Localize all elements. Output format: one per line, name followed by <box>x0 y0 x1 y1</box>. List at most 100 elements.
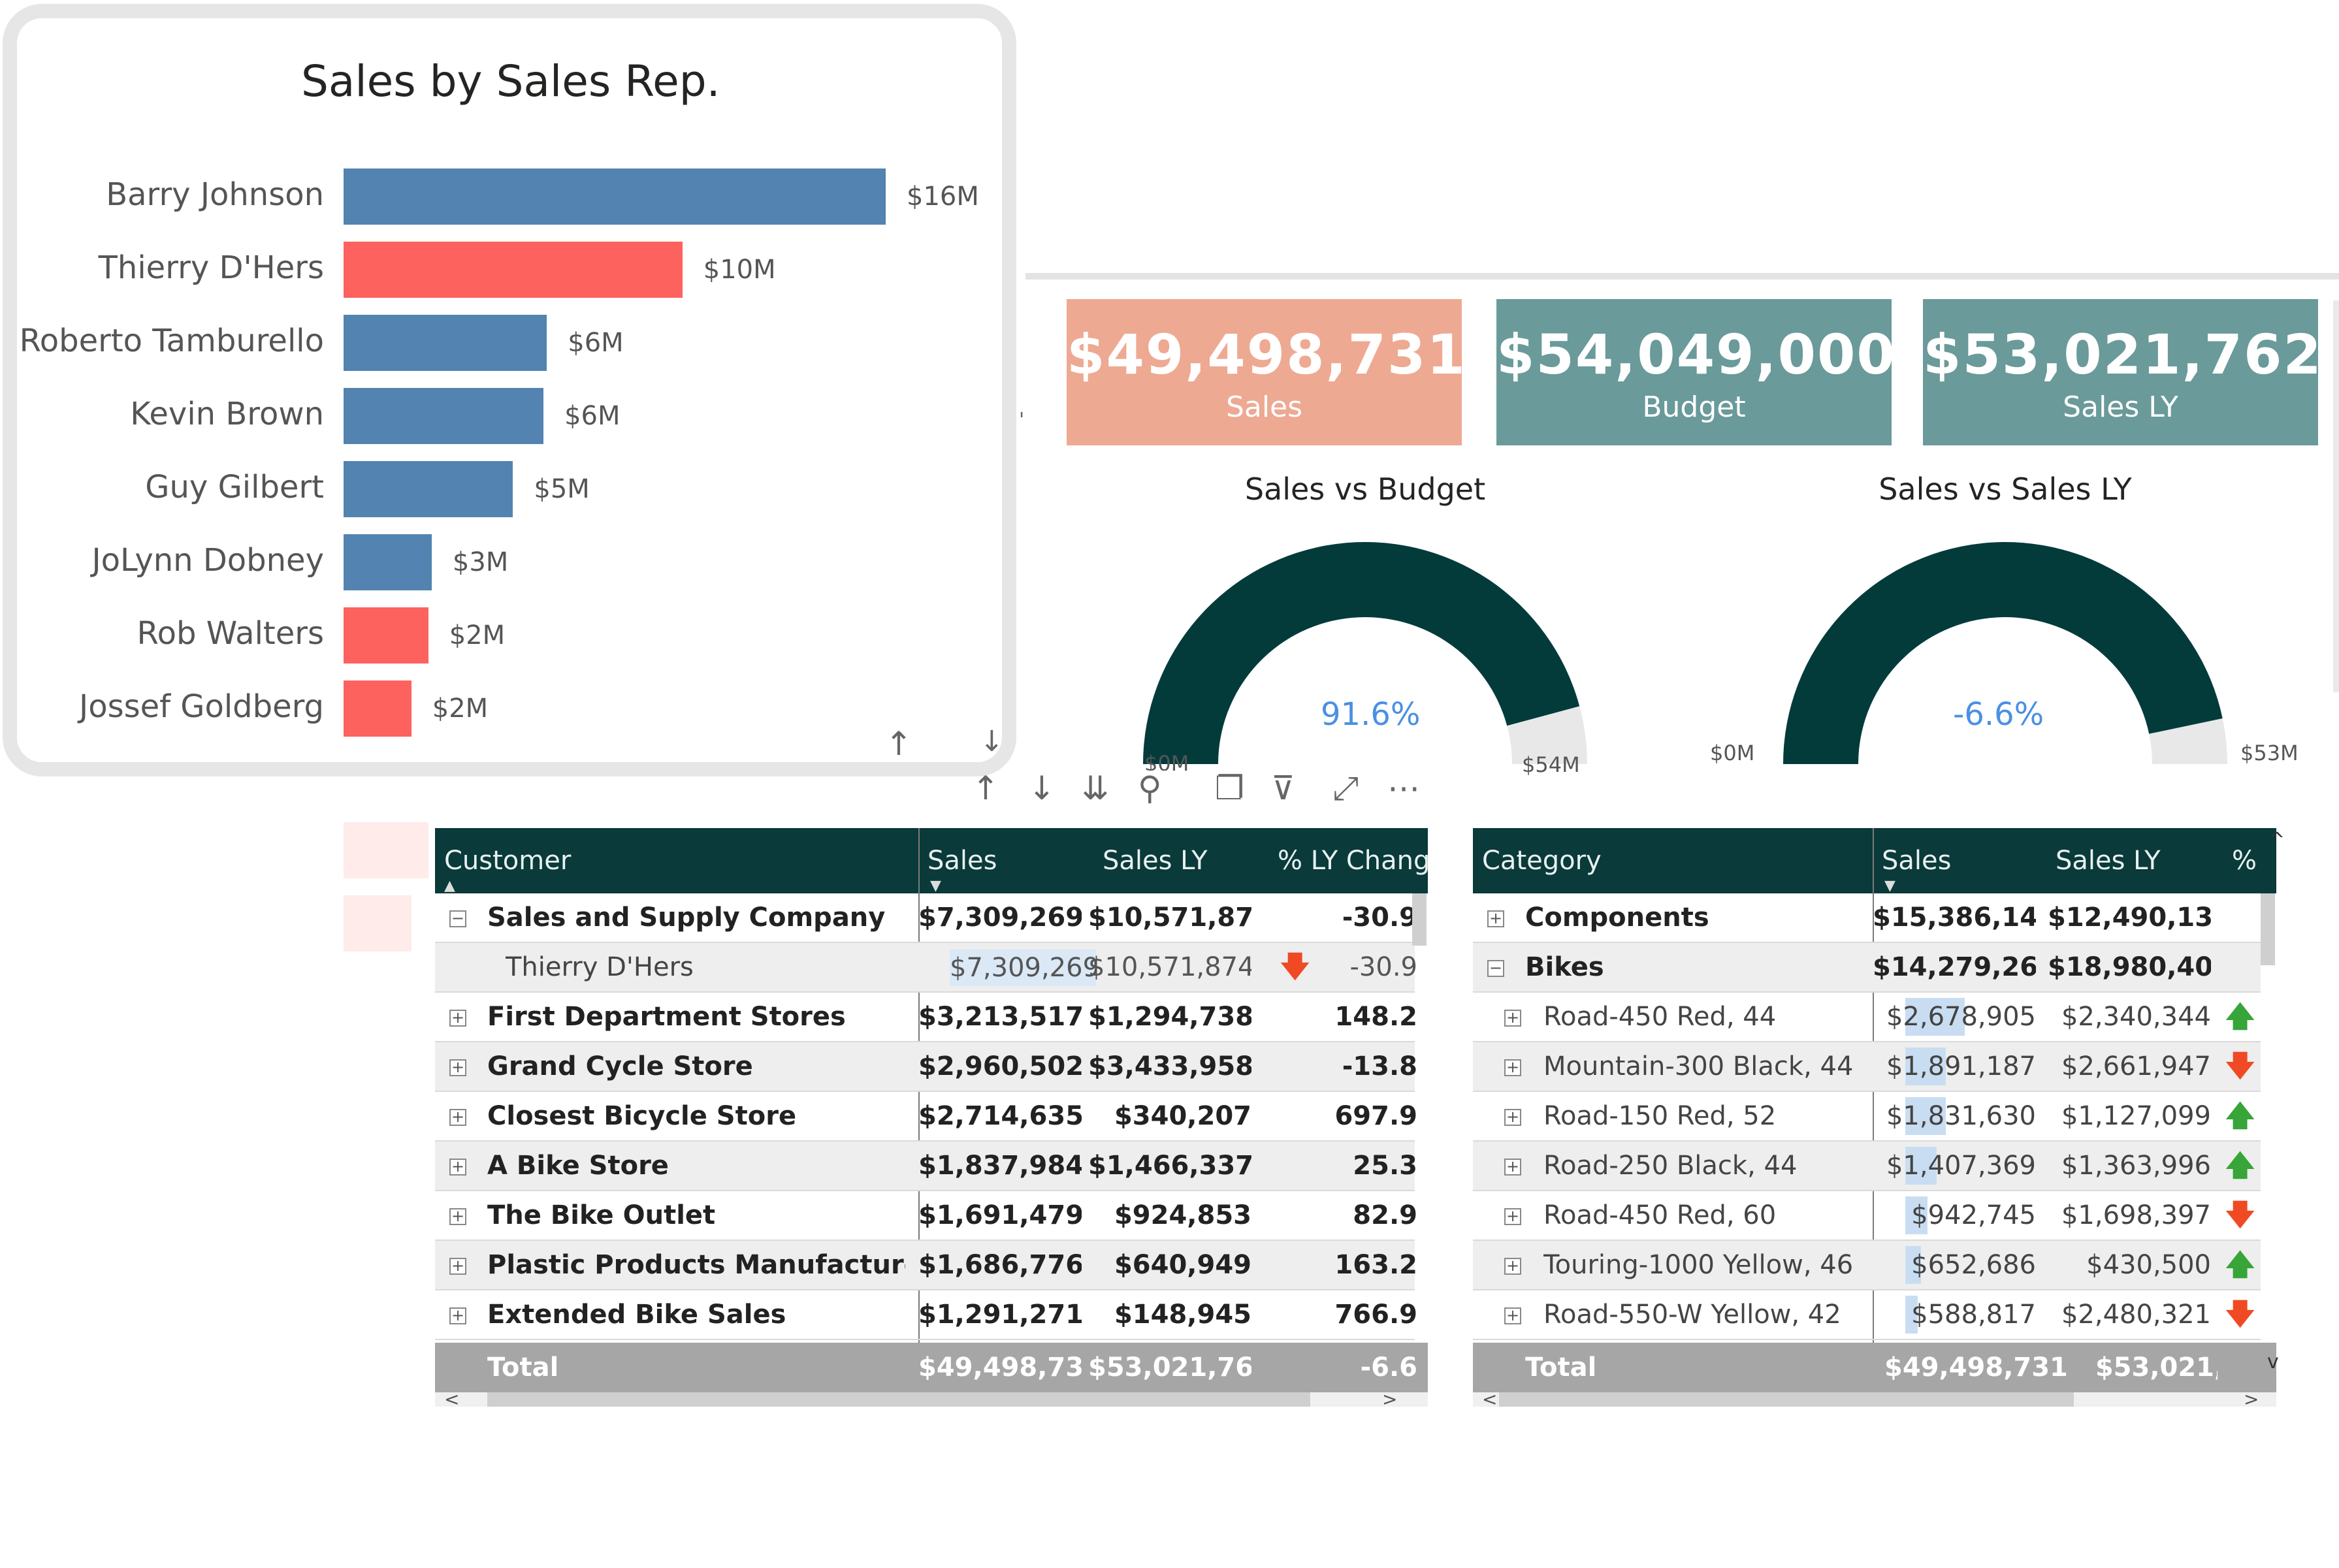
col-ly-change[interactable]: % LY Chang <box>1278 846 1430 876</box>
table-row[interactable]: + Extended Bike Sales $1,291,271 $148,945 76… <box>435 1290 1417 1340</box>
scroll-down-icon[interactable]: v <box>2267 1351 2279 1373</box>
bar-guy-gilbert[interactable] <box>344 461 513 517</box>
expand-icon[interactable]: + <box>449 1059 466 1076</box>
table-row[interactable]: − Sales and Supply Company $7,309,269 $10,5… <box>435 893 1417 943</box>
cell-sales-ly: $1,466,337 <box>1088 1151 1251 1181</box>
table-row[interactable]: + Mountain-300 Black, 44 $1,891,187 $2,661,… <box>1473 1042 2261 1092</box>
bar-data-label: $16M <box>907 182 979 212</box>
bar-reflection-mark <box>344 822 428 878</box>
expand-icon[interactable]: + <box>449 1159 466 1176</box>
category-name: Road-450 Red, 44 <box>1543 1002 1777 1032</box>
category-h-scrollbar[interactable] <box>1473 1392 2276 1407</box>
collapse-icon[interactable]: − <box>449 910 466 927</box>
expand-icon[interactable]: + <box>449 1010 466 1027</box>
expand-icon[interactable]: + <box>449 1109 466 1126</box>
cell-sales-ly: $10,571,874 <box>1088 903 1251 933</box>
bar-roberto-tamburello[interactable] <box>344 315 547 371</box>
kpi-card-sales-ly[interactable]: $53,021,762 Sales LY <box>1923 299 2321 445</box>
category-matrix[interactable]: Category Sales Sales LY % L ▼ + Component… <box>1473 828 2285 1416</box>
col-customer[interactable]: Customer <box>444 846 572 876</box>
table-row[interactable]: + Road-550-W Yellow, 42 $588,817 $2,480,321… <box>1473 1290 2261 1340</box>
col-cat-sales-ly[interactable]: Sales LY <box>2056 846 2161 876</box>
scroll-right-icon[interactable]: > <box>1382 1388 1398 1410</box>
cat-scroll-right-icon[interactable]: > <box>2244 1388 2259 1410</box>
category-name: Components <box>1525 903 1709 933</box>
table-row[interactable]: + Road-450 Red, 60 $942,745 $1,698,397 🡇 <box>1473 1191 2261 1241</box>
scroll-up-icon[interactable]: ^ <box>2268 829 2285 852</box>
expand-icon[interactable]: + <box>1504 1159 1521 1176</box>
more-options-icon[interactable]: ⋯ <box>1387 769 1420 807</box>
expand-icon[interactable]: + <box>449 1307 466 1324</box>
sales-data-bar <box>1905 1048 1946 1085</box>
focus-mode-icon[interactable]: ⤢ <box>1332 769 1359 807</box>
expand-icon[interactable]: + <box>1504 1208 1521 1225</box>
scroll-left-icon[interactable]: < <box>444 1388 460 1410</box>
table-row[interactable]: − Bikes $14,279,260 $18,980,408 <box>1473 943 2261 993</box>
filter-icon[interactable]: ⊽ <box>1271 769 1295 807</box>
table-row[interactable]: + First Department Stores $3,213,517 $1,294… <box>435 993 1417 1042</box>
expand-icon[interactable]: + <box>1504 1059 1521 1076</box>
gauge-ly[interactable] <box>1764 509 2247 784</box>
gauge-budget-fill <box>1143 541 1580 764</box>
cell-ly-change: -30.9 <box>1349 952 1418 982</box>
expand-icon[interactable]: + <box>449 1258 466 1275</box>
bar-jossef-goldberg[interactable] <box>344 680 411 737</box>
expand-icon[interactable]: + <box>449 1208 466 1225</box>
col-cat-ly-change[interactable]: % L <box>2232 846 2257 876</box>
expand-icon[interactable]: + <box>1504 1258 1521 1275</box>
kpi-card-budget[interactable]: $54,049,000 Budget <box>1496 299 1895 445</box>
col-category[interactable]: Category <box>1482 846 1602 876</box>
expand-icon[interactable]: + <box>1487 910 1504 927</box>
cell-cat-sales-ly: $1,698,397 <box>2061 1200 2211 1230</box>
copy-icon[interactable]: ❐ <box>1215 769 1244 807</box>
table-row[interactable]: + Road-450 Red, 44 $2,678,905 $2,340,344 🡅 <box>1473 993 2261 1042</box>
customer-h-scroll-thumb[interactable] <box>487 1392 1310 1407</box>
drill-down-icon-2[interactable]: ↓ <box>1028 769 1056 807</box>
customer-h-scrollbar[interactable] <box>435 1392 1428 1407</box>
table-row[interactable]: + Components $15,386,148 $12,490,136 <box>1473 893 2261 943</box>
category-h-scroll-thumb[interactable] <box>1499 1392 2074 1407</box>
table-row[interactable]: + Closest Bicycle Store $2,714,635 $340,207… <box>435 1092 1417 1142</box>
col-cat-sales[interactable]: Sales <box>1882 846 1952 876</box>
drill-up-icon[interactable]: ↑ <box>885 725 912 763</box>
gauge-budget[interactable] <box>1123 509 1607 784</box>
kpi-sales-label: Sales <box>1225 391 1303 424</box>
cat-scroll-left-icon[interactable]: < <box>1482 1388 1498 1410</box>
cell-sales: $3,213,517 <box>918 1002 1082 1032</box>
drill-down-icon[interactable]: ↓ <box>980 725 1004 758</box>
table-row[interactable]: + Grand Cycle Store $2,960,502 $3,433,958 -1… <box>435 1042 1417 1092</box>
kpi-card-sales[interactable]: $49,498,731 Sales <box>1067 299 1465 445</box>
expand-icon[interactable]: + <box>1504 1010 1521 1027</box>
bar-rob-walters[interactable] <box>344 607 428 664</box>
cell-cat-sales-ly: $2,480,321 <box>2061 1300 2211 1330</box>
col-sales-ly[interactable]: Sales LY <box>1093 828 1246 893</box>
bar-category-label: Guy Gilbert <box>145 469 324 505</box>
column-divider <box>918 828 920 1390</box>
collapse-icon[interactable]: − <box>1487 960 1504 977</box>
customer-name: Closest Bicycle Store <box>487 1101 797 1131</box>
drill-up-icon-2[interactable]: ↑ <box>972 769 999 807</box>
category-v-scroll-thumb[interactable] <box>2261 893 2275 965</box>
col-sales[interactable]: Sales <box>928 846 997 876</box>
table-row[interactable]: + Road-250 Black, 44 $1,407,369 $1,363,996 🡅 <box>1473 1142 2261 1191</box>
expand-all-icon[interactable]: ⇊ <box>1082 769 1109 807</box>
bar-jolynn-dobney[interactable] <box>344 534 432 590</box>
table-row[interactable]: + Plastic Products Manufacturers $1,686,77… <box>435 1241 1417 1290</box>
sort-desc-icon: ▼ <box>930 878 941 894</box>
bar-kevin-brown[interactable] <box>344 388 544 444</box>
table-row[interactable]: + A Bike Store $1,837,984 $1,466,337 25.3 <box>435 1142 1417 1191</box>
sales-by-rep-card[interactable]: Sales by Sales Rep. Barry Johnson $16M Thi… <box>3 4 1016 776</box>
bar-thierry-d-hers[interactable] <box>344 242 683 298</box>
customer-v-scroll-thumb[interactable] <box>1412 893 1427 946</box>
expand-icon[interactable]: + <box>1504 1109 1521 1126</box>
customer-matrix[interactable]: Customer Sales Sales LY % LY Chang ▲ ▼ −… <box>435 828 1430 1416</box>
bar-barry-johnson[interactable] <box>344 168 886 225</box>
gauge-budget-title: Sales vs Budget <box>1244 472 1486 507</box>
arrow-down-icon: 🡇 <box>2225 1049 2255 1083</box>
table-row[interactable]: + Touring-1000 Yellow, 46 $652,686 $430,500… <box>1473 1241 2261 1290</box>
hierarchy-icon[interactable]: ⚲ <box>1138 769 1162 807</box>
expand-icon[interactable]: + <box>1504 1307 1521 1324</box>
table-row[interactable]: + Road-150 Red, 52 $1,831,630 $1,127,099 🡅 <box>1473 1092 2261 1142</box>
table-row[interactable]: + The Bike Outlet $1,691,479 $924,853 82.9 <box>435 1191 1417 1241</box>
table-row[interactable]: Thierry D'Hers $7,309,269 $10,571,874 🡇 -30.… <box>435 943 1418 993</box>
